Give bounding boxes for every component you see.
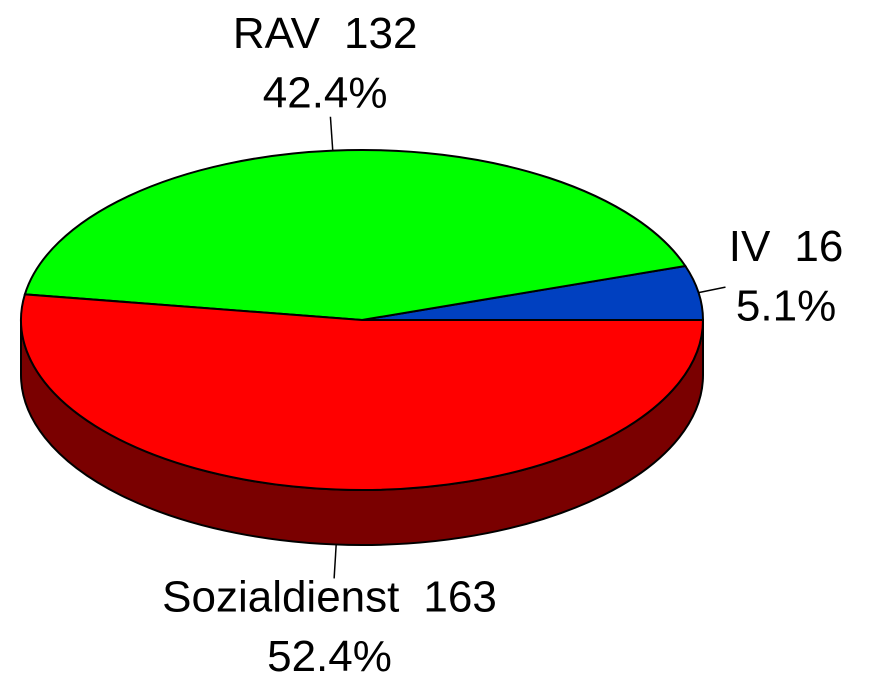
leader-line: [698, 286, 726, 294]
slice-label: RAV 132: [233, 9, 418, 58]
slice-percent: 5.1%: [736, 282, 836, 331]
slice-value: 132: [344, 9, 417, 58]
slice-label: IV 16: [729, 222, 844, 271]
pie-slice: [20, 293, 705, 491]
slice-name: Sozialdienst: [162, 572, 399, 621]
slice-name: RAV: [233, 9, 321, 58]
leader-line: [333, 544, 337, 579]
slice-name: IV: [729, 222, 771, 271]
slice-percent: 42.4%: [263, 69, 388, 118]
slice-value: 16: [794, 222, 843, 271]
slice-percent: 52.4%: [267, 632, 392, 681]
slice-label: Sozialdienst 163: [162, 572, 497, 621]
slice-value: 163: [423, 572, 496, 621]
leader-line: [329, 116, 334, 151]
